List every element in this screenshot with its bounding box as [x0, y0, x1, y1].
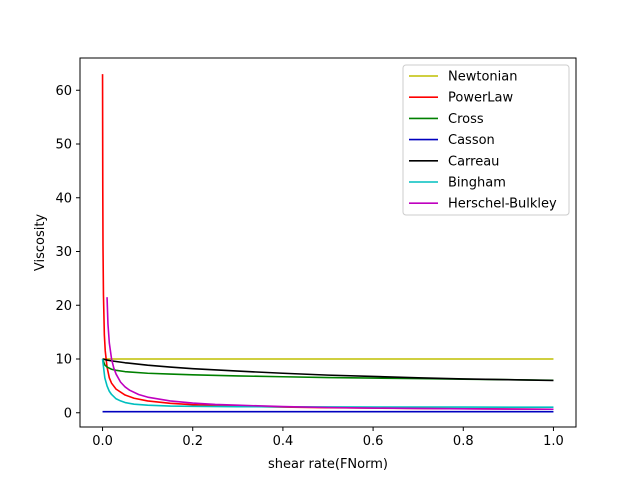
y-tick-label: 30	[55, 245, 72, 260]
y-tick-label: 50	[55, 138, 72, 153]
y-tick-label: 60	[55, 84, 72, 99]
legend-label-carreau: Carreau	[448, 154, 499, 169]
x-tick-label: 0.4	[273, 434, 294, 449]
x-tick-label: 0.6	[363, 434, 384, 449]
y-axis-ticks: 0 10 20 30 40 50 60	[55, 84, 80, 421]
series-line-carreau	[102, 358, 554, 382]
y-tick-label: 0	[64, 406, 72, 421]
x-axis-label: shear rate(FNorm)	[268, 457, 388, 472]
legend-label-newtonian: Newtonian	[448, 70, 517, 85]
series-layer	[101, 74, 554, 413]
legend-label-powerlaw: PowerLaw	[448, 91, 514, 106]
legend: Newtonian PowerLaw Cross Casson Carreau Bingh…	[402, 64, 570, 216]
y-axis-label: Viscosity	[33, 214, 48, 272]
plot-area: 0.0 0.2 0.4 0.6 0.8 1.0 0 10 20 30 40 50 60	[55, 57, 577, 449]
x-tick-label: 0.2	[182, 434, 203, 449]
x-tick-label: 0.0	[92, 434, 113, 449]
x-tick-label: 1.0	[543, 434, 564, 449]
y-tick-label: 40	[55, 191, 72, 206]
x-axis-ticks: 0.0 0.2 0.4 0.6 0.8 1.0	[92, 427, 564, 449]
legend-label-bingham: Bingham	[448, 176, 506, 191]
legend-items: Newtonian PowerLaw Cross Casson Carreau Bingh…	[409, 70, 557, 212]
y-tick-label: 20	[55, 299, 72, 314]
axes-frame	[79, 57, 577, 428]
series-line-herschel-bulkley	[106, 297, 554, 411]
legend-label-casson: Casson	[448, 133, 495, 148]
legend-box	[402, 64, 570, 216]
legend-label-herschel-bulkley: Herschel-Bulkley	[448, 197, 557, 212]
y-tick-label: 10	[55, 353, 72, 368]
legend-label-cross: Cross	[448, 112, 484, 127]
x-tick-label: 0.8	[453, 434, 474, 449]
